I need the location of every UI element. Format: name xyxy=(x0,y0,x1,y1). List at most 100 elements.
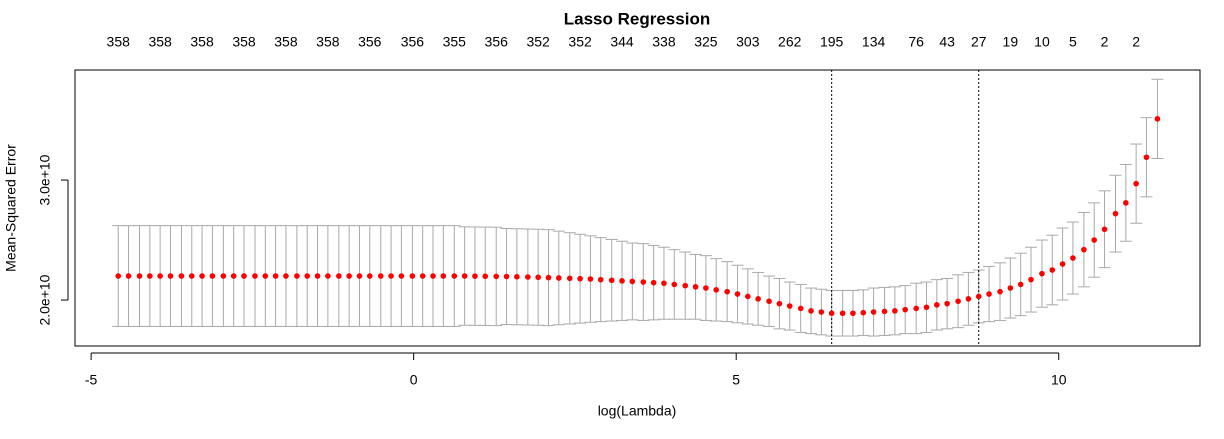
point xyxy=(388,273,394,279)
point xyxy=(525,274,531,280)
point xyxy=(944,300,950,307)
point xyxy=(346,273,352,279)
point xyxy=(1123,200,1129,206)
point xyxy=(965,296,972,302)
point xyxy=(828,310,835,317)
point xyxy=(629,278,636,285)
point xyxy=(366,273,373,279)
point xyxy=(1143,154,1150,161)
point xyxy=(724,288,730,295)
chart-title: Lasso Regression xyxy=(564,9,710,28)
top-axis-label: 338 xyxy=(652,34,676,50)
point xyxy=(230,273,237,279)
point xyxy=(923,304,930,311)
point xyxy=(786,303,793,309)
point xyxy=(734,291,741,297)
top-axis-label: 43 xyxy=(939,34,955,50)
point xyxy=(997,288,1003,295)
top-axis-label: 356 xyxy=(401,34,425,50)
point xyxy=(1049,267,1056,273)
point xyxy=(535,274,541,281)
point xyxy=(587,276,594,282)
point xyxy=(1091,237,1098,243)
point xyxy=(1070,255,1076,261)
point xyxy=(1101,226,1108,233)
point xyxy=(482,273,489,280)
point xyxy=(147,273,153,279)
point xyxy=(125,273,132,279)
point xyxy=(336,273,342,279)
point xyxy=(514,273,520,280)
top-axis-label: 195 xyxy=(820,34,844,50)
point xyxy=(640,279,647,285)
point xyxy=(692,284,699,290)
point xyxy=(870,309,877,315)
top-axis-label: 355 xyxy=(443,34,467,50)
point xyxy=(377,273,384,279)
point xyxy=(1081,246,1087,253)
x-tick-label: 10 xyxy=(1051,372,1067,388)
point xyxy=(755,296,761,302)
x-tick-label: 0 xyxy=(410,372,418,388)
point xyxy=(1039,270,1045,277)
point xyxy=(294,273,300,279)
top-axis-label: 358 xyxy=(316,34,340,50)
top-axis-label: 358 xyxy=(274,34,298,50)
top-axis-label: 358 xyxy=(232,34,256,50)
point xyxy=(325,273,331,279)
x-tick-label: 5 xyxy=(732,372,740,388)
point xyxy=(1017,281,1024,288)
top-axis-label: 358 xyxy=(148,34,172,50)
point xyxy=(314,273,321,279)
x-axis-label: log(Lambda) xyxy=(598,403,677,419)
point xyxy=(304,273,311,279)
point xyxy=(1112,210,1119,217)
point xyxy=(398,273,405,279)
point xyxy=(440,273,447,279)
point xyxy=(577,275,583,282)
point xyxy=(608,277,615,284)
top-axis-label: 27 xyxy=(971,34,987,50)
point xyxy=(220,273,227,279)
point xyxy=(745,293,751,300)
point xyxy=(713,287,719,293)
point xyxy=(1154,116,1161,122)
point xyxy=(913,305,919,312)
point xyxy=(136,273,143,279)
point xyxy=(167,273,174,279)
point xyxy=(252,273,258,279)
point xyxy=(545,274,552,281)
point xyxy=(703,285,709,291)
point xyxy=(1133,180,1139,187)
top-axis-label: 325 xyxy=(694,34,718,50)
point xyxy=(818,309,825,315)
top-axis-label: 356 xyxy=(358,34,382,50)
point xyxy=(178,273,185,279)
top-axis-label: 5 xyxy=(1069,34,1077,50)
point xyxy=(188,273,195,279)
y-tick-label: 2.0e+10 xyxy=(37,274,53,325)
point xyxy=(619,278,625,284)
top-axis-label: 10 xyxy=(1034,34,1050,50)
point xyxy=(241,273,247,279)
top-axis-label: 358 xyxy=(107,34,131,50)
top-axis-label: 356 xyxy=(485,34,509,50)
point xyxy=(493,273,500,280)
point xyxy=(419,273,426,279)
y-axis-label: Mean-Squared Error xyxy=(3,144,19,272)
top-axis-label: 303 xyxy=(736,34,760,50)
plot-frame xyxy=(74,69,1201,347)
top-axis-label: 262 xyxy=(778,34,802,50)
point xyxy=(283,273,289,279)
top-axis-label: 352 xyxy=(568,34,592,50)
point xyxy=(461,273,468,279)
point xyxy=(766,298,772,305)
point xyxy=(262,273,269,279)
top-axis-label: 134 xyxy=(862,34,886,50)
point xyxy=(199,273,205,279)
top-axis-label: 2 xyxy=(1101,34,1109,50)
point xyxy=(503,273,510,280)
point xyxy=(881,308,888,315)
